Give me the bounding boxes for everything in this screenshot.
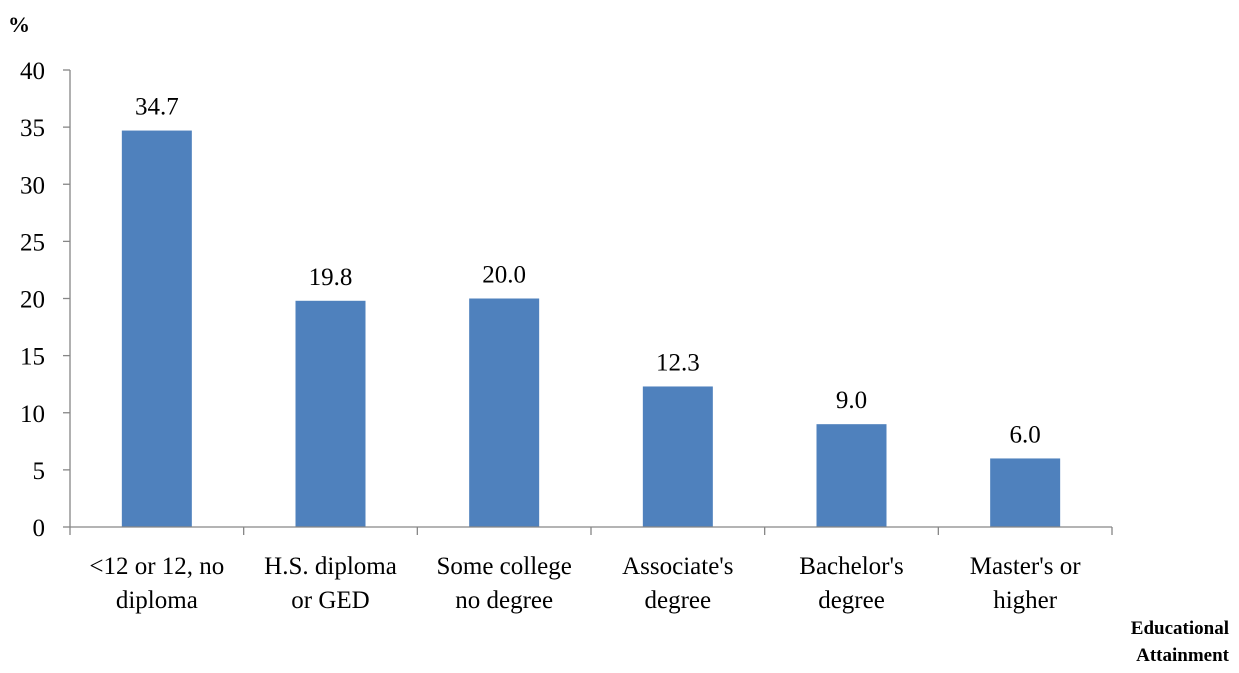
x-axis-title: Educational Attainment bbox=[1131, 618, 1230, 666]
bar bbox=[816, 424, 887, 527]
bar-value-label: 12.3 bbox=[656, 349, 700, 376]
category-label: Some college bbox=[436, 553, 571, 580]
y-tick-label: 15 bbox=[20, 344, 45, 371]
y-tick-label: 0 bbox=[33, 515, 46, 542]
category-label: or GED bbox=[291, 587, 369, 614]
bar bbox=[990, 458, 1061, 527]
category-label: degree bbox=[645, 587, 712, 614]
y-axis-unit-label: % bbox=[8, 12, 30, 37]
category-label: Bachelor's bbox=[799, 553, 903, 580]
y-tick-label: 35 bbox=[20, 115, 45, 142]
category-label: Associate's bbox=[622, 553, 733, 580]
bar-value-label: 6.0 bbox=[1010, 421, 1041, 448]
bar-value-label: 19.8 bbox=[309, 264, 353, 291]
category-label: <12 or 12, no bbox=[89, 553, 224, 580]
category-label: H.S. diploma bbox=[264, 553, 397, 580]
y-tick-label: 40 bbox=[20, 58, 45, 85]
x-axis-title-line: Attainment bbox=[1136, 645, 1230, 666]
category-label: diploma bbox=[116, 587, 198, 614]
y-tick-label: 5 bbox=[33, 458, 46, 485]
category-label: higher bbox=[993, 587, 1058, 614]
bar-value-label: 34.7 bbox=[135, 94, 179, 121]
bar bbox=[295, 300, 366, 527]
y-tick-label: 20 bbox=[20, 287, 45, 314]
bar bbox=[469, 298, 540, 527]
bar bbox=[642, 386, 713, 527]
x-axis-title-line: Educational bbox=[1131, 618, 1229, 639]
x-axis bbox=[69, 526, 1113, 535]
bar-value-label: 9.0 bbox=[836, 387, 867, 414]
y-tick-label: 10 bbox=[20, 401, 45, 428]
y-tick-label: 25 bbox=[20, 229, 45, 256]
category-label: degree bbox=[818, 587, 885, 614]
category-label: Master's or bbox=[970, 553, 1081, 580]
y-axis: 0 5 10 15 20 25 30 35 40 bbox=[20, 58, 71, 542]
y-tick-label: 30 bbox=[20, 172, 45, 199]
bars-group: 34.7 19.8 20.0 12.3 9.0 6.0 bbox=[121, 94, 1061, 528]
bar bbox=[121, 130, 192, 528]
category-label: no degree bbox=[455, 587, 553, 614]
bar-value-label: 20.0 bbox=[482, 262, 526, 289]
category-labels: <12 or 12, no diploma H.S. diploma or GED So… bbox=[89, 553, 1081, 614]
